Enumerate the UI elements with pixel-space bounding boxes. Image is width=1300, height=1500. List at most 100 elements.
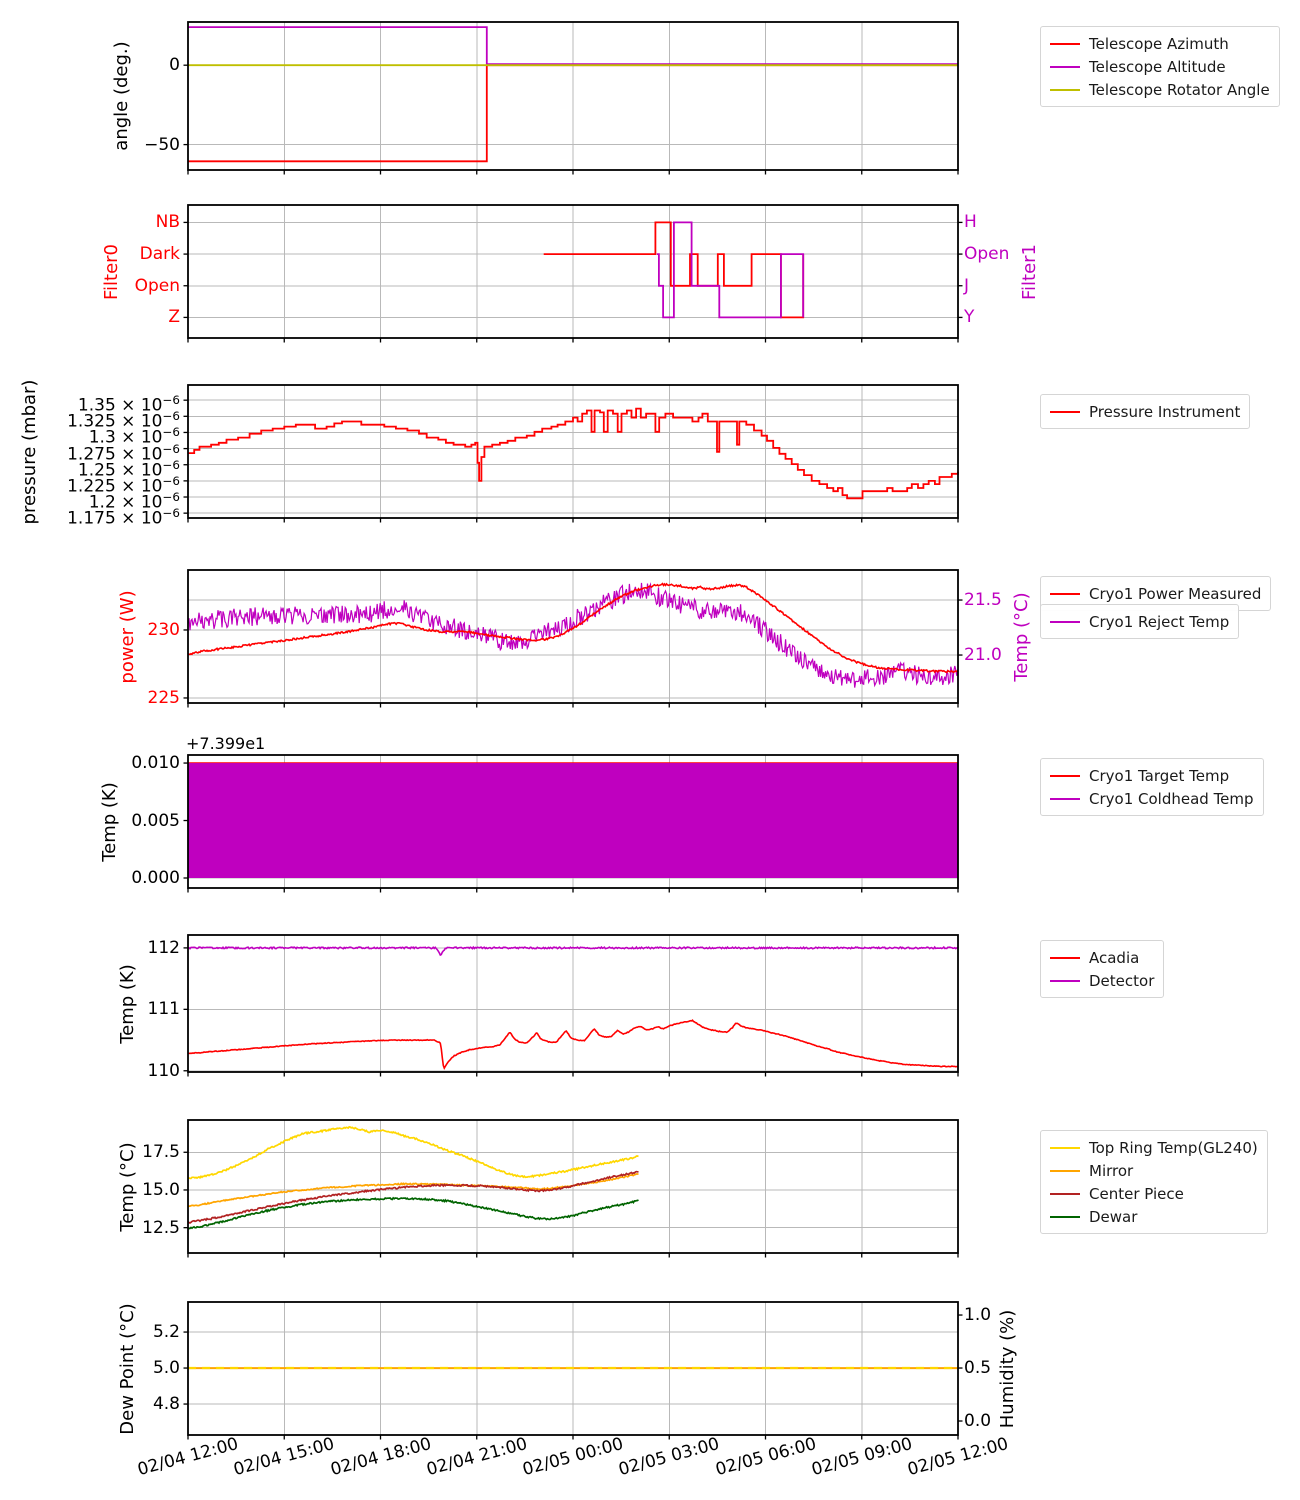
legend-label: Cryo1 Target Temp [1089,766,1230,785]
panel-filters-plot [183,204,963,343]
y-tick-label-filters: Open [134,275,180,296]
legend-structure_temp: Top Ring Temp(GL240) Mirror Center Piece De… [1040,1130,1268,1234]
y-tick-label-filters: Z [168,307,180,328]
legend-item: Detector [1050,969,1154,992]
legend-label: Detector [1089,971,1155,990]
legend-line-icon [1050,592,1080,595]
legend-line-icon [1050,1169,1080,1172]
y-tick-label-cryo_power: 225 [147,687,180,708]
legend-label: Telescope Rotator Angle [1089,80,1270,99]
series-center-piece [187,1170,639,1224]
legend-pressure: Pressure Instrument [1040,394,1251,429]
y-tick-label-detector_temp: 110 [147,1060,180,1081]
legend-item: Acadia [1050,946,1154,969]
y-tick-label-pressure: 1.275 × 10−6 [67,441,180,465]
y-tick-label-right-filters: Open [964,244,1010,265]
y-tick-label-cryo_power: 230 [147,619,180,640]
legend-item: Top Ring Temp(GL240) [1050,1136,1258,1159]
legend-label: Mirror [1089,1161,1134,1180]
y-tick-label-pressure: 1.325 × 10−6 [67,409,180,432]
y-tick-label-right-filters: H [964,212,977,233]
legend-cryo_temp: Cryo1 Target Temp Cryo1 Coldhead Temp [1040,758,1264,816]
y-axis-label-dew_humidity: Dew Point (°C) [117,1302,138,1435]
series-filter1 [656,221,805,319]
panel-angle-plot [183,21,959,175]
legend-item: Cryo1 Reject Temp [1050,610,1229,633]
legend-label: Telescope Azimuth [1089,34,1229,53]
legend-line-icon [1050,65,1080,68]
y-axis-label-right-filters: Filter1 [1019,243,1040,300]
y-tick-label-pressure: 1.3 × 10−6 [88,425,180,449]
legend-label: Telescope Altitude [1089,57,1226,76]
series-top-ring-temp-gl240- [187,1125,639,1180]
legend-line-icon [1050,620,1080,623]
y-tick-label-pressure: 1.175 × 10−6 [67,506,180,529]
legend-label: Center Piece [1089,1184,1184,1203]
series-telescope-altitude [188,26,958,66]
legend-line-icon [1050,410,1080,413]
legend-item: Mirror [1050,1159,1258,1182]
series-cryo1-coldhead-temp [188,763,958,878]
y-tick-label-filters: Dark [139,244,180,265]
y-tick-label-pressure: 1.2 × 10−6 [88,490,180,513]
y-tick-label-detector_temp: 111 [147,999,180,1020]
legend-item: Telescope Altitude [1050,55,1270,78]
y-axis-label-filters: Filter0 [101,243,122,300]
y-tick-label-structure_temp: 17.5 [142,1142,180,1163]
legend-label: Pressure Instrument [1089,402,1241,421]
y-tick-label-filters: NB [155,212,180,233]
series-acadia [188,1019,958,1070]
y-tick-label-right-filters: J [964,275,970,296]
y-tick-label-pressure: 1.225 × 10−6 [67,473,180,497]
legend-line-icon [1050,774,1080,777]
legend-line-icon [1050,797,1080,800]
panel-cryo_power-plot [183,569,963,708]
panel-structure_temp-plot [183,1119,959,1258]
legend-angle: Telescope Azimuth Telescope Altitude Teles… [1040,26,1280,107]
y-tick-label-right-dew_humidity: 0.5 [964,1358,992,1379]
legend-label: Cryo1 Power Measured [1089,584,1262,603]
legend-label: Acadia [1089,948,1140,967]
y-tick-label-detector_temp: 112 [147,937,180,958]
y-tick-label-angle: 0 [169,55,180,76]
legend-line-icon [1050,88,1080,91]
y-tick-label-right-dew_humidity: 1.0 [964,1305,992,1326]
legend-label: Dewar [1089,1207,1138,1226]
legend-line-icon [1050,956,1080,959]
legend-line-icon [1050,42,1080,45]
y-tick-label-right-filters: Y [964,307,975,328]
series-detector [187,945,959,957]
legend-item: Cryo1 Coldhead Temp [1050,787,1254,810]
y-tick-label-pressure: 1.25 × 10−6 [77,457,180,481]
legend-item: Telescope Rotator Angle [1050,78,1270,101]
y-tick-label-structure_temp: 12.5 [142,1217,180,1238]
y-axis-label-pressure: pressure (mbar) [19,379,40,524]
y-tick-label-cryo_temp: 0.005 [131,810,180,831]
y-axis-label-right-cryo_power: Temp (°C) [1011,591,1032,682]
panel-cryo_temp-plot [183,754,959,893]
y-tick-label-cryo_temp: 0.010 [131,753,180,774]
y-tick-label-structure_temp: 15.0 [142,1179,180,1200]
panel-dew_humidity-plot [183,1301,963,1440]
legend-line-icon [1050,1192,1080,1195]
legend-item: Telescope Azimuth [1050,32,1270,55]
legend-line-icon [1050,979,1080,982]
legend-line-icon [1050,1215,1080,1218]
legend-item: Pressure Instrument [1050,400,1240,423]
y-tick-label-dew_humidity: 5.0 [152,1358,180,1379]
legend-label: Top Ring Temp(GL240) [1089,1138,1258,1157]
legend-item: Cryo1 Power Measured [1050,582,1261,605]
series-pressure-instrument [188,407,959,500]
y-tick-label-pressure: 1.35 × 10−6 [77,393,180,416]
series-dewar [187,1196,639,1230]
panel-detector_temp-plot [183,934,959,1077]
legend-label: Cryo1 Reject Temp [1089,612,1230,631]
series-cryo1-reject-temp [187,582,959,688]
axis-offset-text: +7.399e1 [186,734,266,753]
y-tick-label-dew_humidity: 5.2 [152,1322,180,1343]
y-tick-label-cryo_temp: 0.000 [131,867,180,888]
series-cryo1-power-measured [187,582,959,674]
panel-pressure-plot [183,384,959,523]
legend-cryo_power-1: Cryo1 Reject Temp [1040,604,1240,639]
